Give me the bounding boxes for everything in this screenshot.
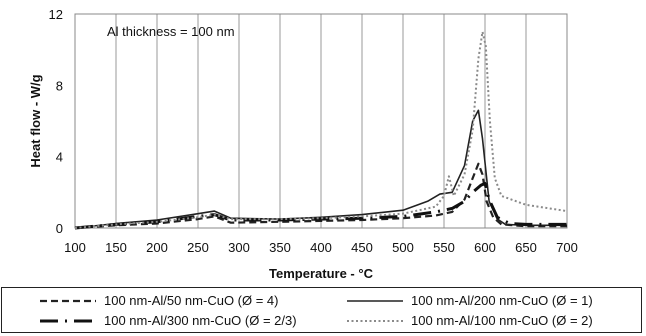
x-tick-label: 600	[474, 240, 496, 255]
x-tick-label: 200	[146, 240, 168, 255]
x-tick-label: 400	[310, 240, 332, 255]
legend-label-series-1: 100 nm-Al/50 nm-CuO (Ø = 4)	[104, 293, 279, 308]
y-axis-label: Heat flow - W/g	[28, 74, 43, 167]
x-tick-label: 550	[433, 240, 455, 255]
legend-item-series-4: 100 nm-Al/100 nm-CuO (Ø = 2)	[345, 313, 593, 329]
legend-label-series-4: 100 nm-Al/100 nm-CuO (Ø = 2)	[411, 313, 593, 328]
chart-svg: 100 150 200 250 300 350 400 450 500 550 600 650 700 0…	[28, 7, 578, 281]
x-tick-label: 250	[187, 240, 209, 255]
plot-area-frame	[74, 13, 568, 229]
series-line-3-dashdot	[74, 181, 567, 230]
x-tick-label: 500	[392, 240, 414, 255]
legend-swatch-dotted	[347, 320, 403, 322]
y-tick-label: 4	[56, 150, 63, 165]
legend-swatch-solid	[347, 300, 403, 302]
grid-layer	[115, 14, 527, 228]
legend-item-series-1: 100 nm-Al/50 nm-CuO (Ø = 4)	[38, 293, 278, 309]
legend-label-series-3: 100 nm-Al/300 nm-CuO (Ø = 2/3)	[104, 313, 297, 328]
x-tick-label: 300	[228, 240, 250, 255]
legend-item-series-3: 100 nm-Al/300 nm-CuO (Ø = 2/3)	[38, 313, 297, 329]
axes: 100 150 200 250 300 350 400 450 500 550 600 650 700 0…	[49, 7, 578, 255]
x-axis-label: Temperature - °C	[269, 266, 374, 281]
x-tick-label: 650	[515, 240, 537, 255]
y-tick-label: 8	[56, 78, 63, 93]
legend: 100 nm-Al/50 nm-CuO (Ø = 4) 100 nm-Al/20…	[1, 287, 642, 333]
series-layer	[74, 30, 568, 230]
x-tick-label: 150	[105, 240, 127, 255]
x-tick-label: 100	[64, 240, 86, 255]
y-tick-label: 0	[56, 221, 63, 236]
legend-label-series-2: 100 nm-Al/200 nm-CuO (Ø = 1)	[411, 293, 593, 308]
legend-swatch-dashed	[40, 299, 96, 303]
legend-item-series-2: 100 nm-Al/200 nm-CuO (Ø = 1)	[345, 293, 593, 309]
y-tick-label: 12	[49, 7, 63, 22]
x-tick-label: 700	[556, 240, 578, 255]
legend-swatch-dashdot	[40, 319, 96, 323]
x-tick-label: 450	[351, 240, 373, 255]
series-line-4-dotted	[74, 30, 568, 229]
chart-annotation: Al thickness = 100 nm	[107, 24, 235, 39]
x-tick-label: 350	[269, 240, 291, 255]
series-line-1-dashed	[74, 162, 567, 230]
